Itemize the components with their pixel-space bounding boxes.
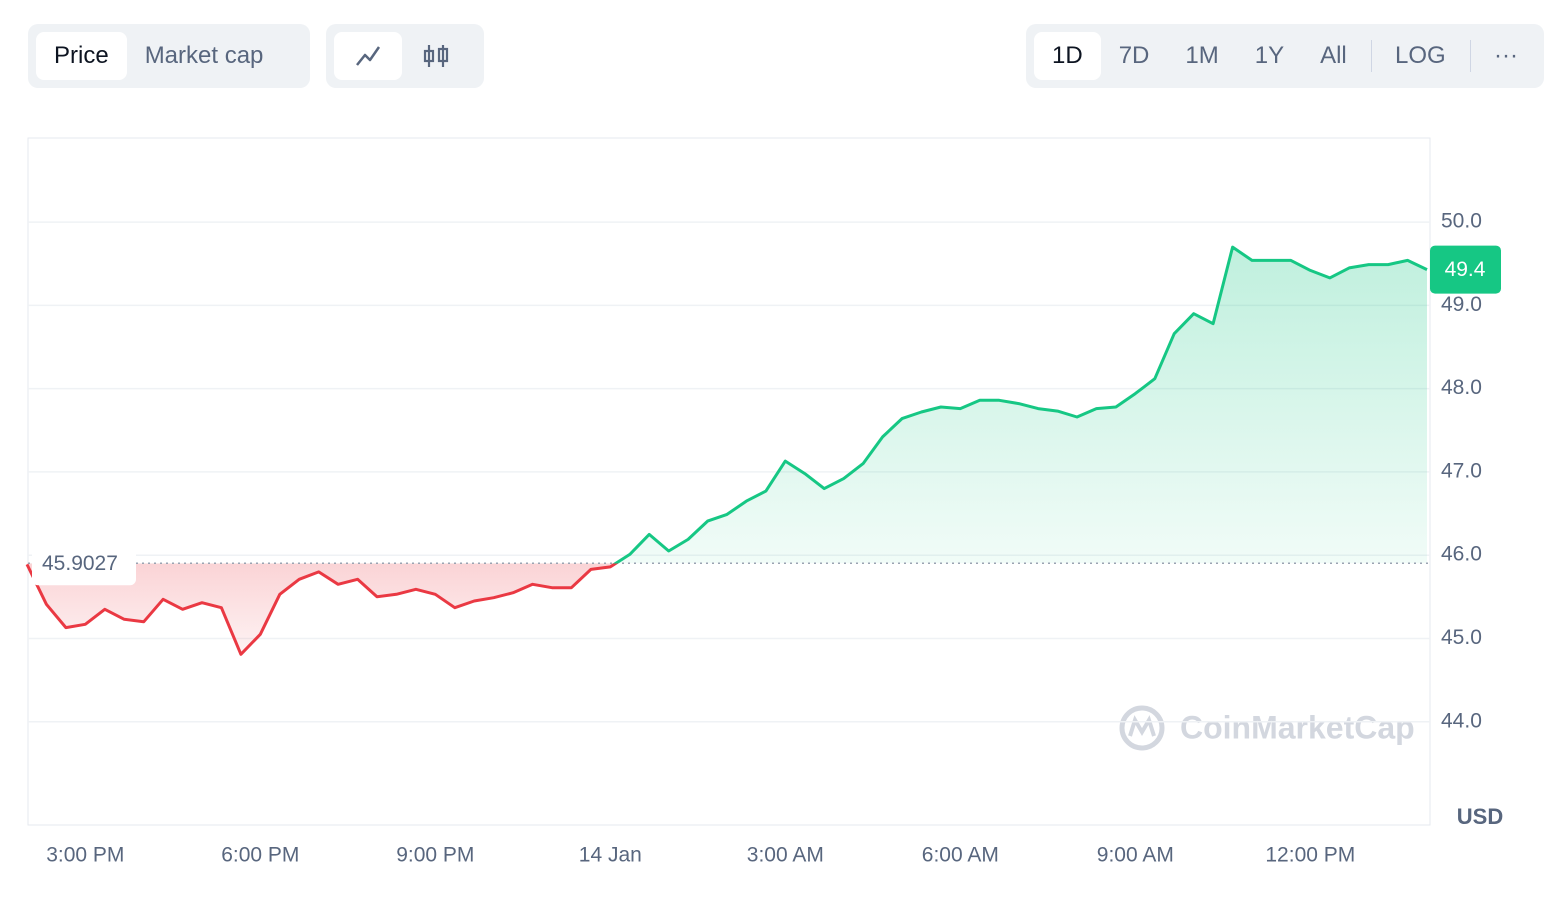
price-badge (1430, 245, 1501, 294)
tab-market-cap[interactable]: Market cap (144, 42, 264, 69)
x-tick-label: 9:00 PM (396, 844, 474, 867)
watermark: CoinMarketCap (1119, 705, 1415, 751)
y-tick-label: 49.0 (1441, 293, 1482, 316)
x-tick-label: 14 Jan (579, 844, 642, 867)
baseline-label: 45.9027 (42, 552, 118, 575)
x-tick-label: 12:00 PM (1265, 844, 1355, 867)
y-tick-label: 45.0 (1441, 626, 1482, 649)
candle-icon (423, 45, 449, 67)
price-line (25, 245, 1428, 656)
x-tick-label: 6:00 PM (221, 844, 299, 867)
price-badge-label: 49.4 (1445, 258, 1486, 281)
x-tick-label: 3:00 AM (747, 844, 824, 867)
y-tick-label: 48.0 (1441, 376, 1482, 399)
chart-style-tabs (326, 24, 484, 88)
line-icon (356, 46, 381, 66)
area-fill (27, 247, 1427, 655)
y-tick-label: 46.0 (1441, 543, 1482, 566)
x-tick-label: 3:00 PM (46, 844, 124, 867)
y-axis-unit: USD (1457, 804, 1503, 829)
tab-price[interactable]: Price (36, 32, 127, 80)
baseline-label-bg (32, 539, 136, 586)
range-button[interactable]: 1M (1185, 42, 1219, 69)
range-button[interactable]: 1D (1034, 32, 1101, 80)
plot-border (27, 137, 1431, 826)
range-button[interactable]: All (1320, 42, 1347, 69)
range-button[interactable]: 1Y (1254, 42, 1285, 69)
watermark-text: CoinMarketCap (1180, 709, 1415, 745)
candle-chart-button[interactable] (402, 32, 470, 80)
y-tick-label: 50.0 (1441, 210, 1482, 233)
range-button[interactable]: 7D (1118, 42, 1150, 69)
metric-tabs: Price Market cap (28, 24, 310, 88)
line-chart-button[interactable] (334, 32, 402, 80)
range-button[interactable]: LOG (1395, 42, 1446, 69)
x-tick-label: 6:00 AM (922, 844, 999, 867)
x-tick-label: 9:00 AM (1097, 844, 1174, 867)
y-tick-label: 47.0 (1441, 459, 1482, 482)
y-tick-label: 44.0 (1441, 709, 1482, 732)
range-tabs: 1D 7D 1M 1Y All LOG ··· (1026, 24, 1544, 88)
more-button[interactable]: ··· (1494, 42, 1518, 69)
